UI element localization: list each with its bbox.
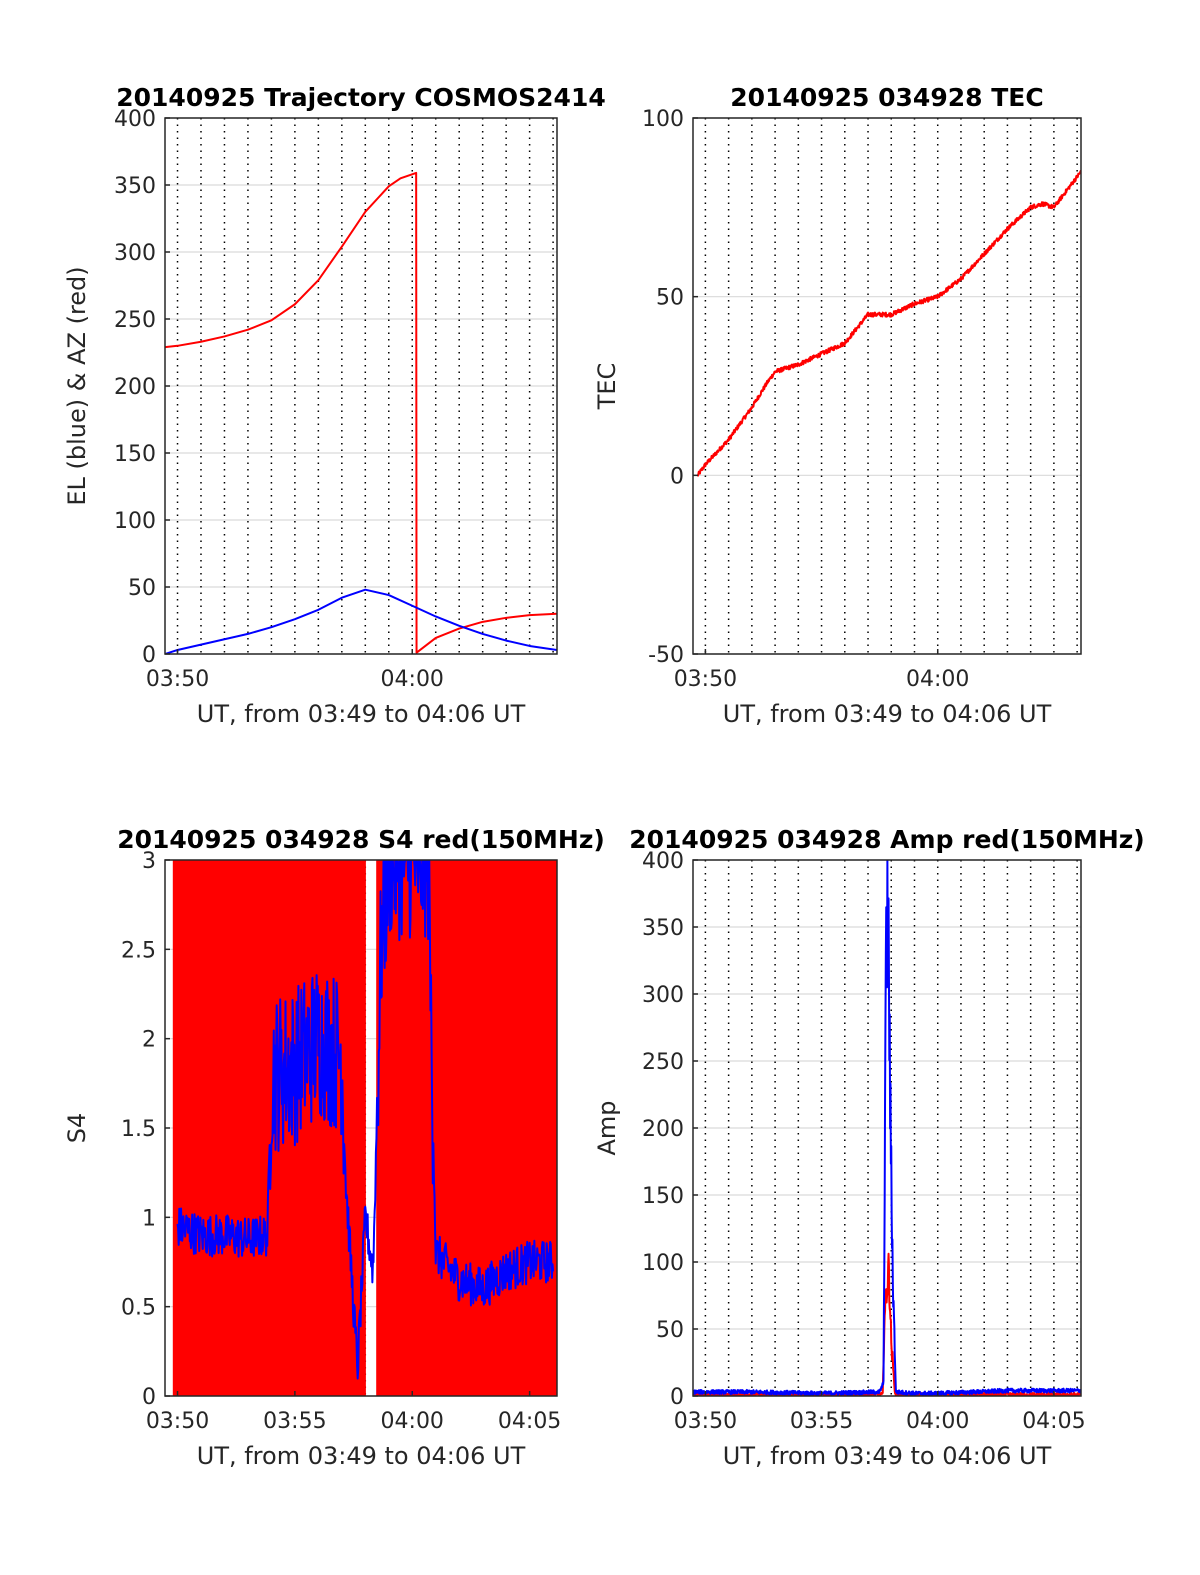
x-axis-label: UT, from 03:49 to 04:06 UT	[723, 700, 1052, 728]
x-tick-label: 03:50	[146, 667, 209, 692]
chart-panel-3: 0 0.5 1 1.5 2 2.5 3 03:50 03:55 04:00 04:05 2014092…	[63, 825, 605, 1470]
x-tick-label: 03:55	[263, 1409, 326, 1434]
x-axis-label: UT, from 03:49 to 04:06 UT	[197, 700, 526, 728]
x-tick-label: 03:55	[790, 1409, 853, 1434]
y-tick-label: 50	[656, 1318, 684, 1343]
y-tick-label: 100	[642, 107, 684, 132]
y-tick-label: 300	[642, 983, 684, 1008]
y-tick-label: 0	[670, 464, 684, 489]
x-tick-label: 04:05	[1022, 1409, 1085, 1434]
series-line-1	[696, 170, 1081, 477]
axes-box	[692, 117, 1082, 655]
x-tick-label: 03:50	[674, 1409, 737, 1434]
chart-title: 20140925 034928 TEC	[730, 83, 1043, 112]
y-tick-label: -50	[648, 643, 684, 668]
series-line-1	[693, 1252, 1081, 1396]
y-tick-label: 1.5	[121, 1117, 156, 1142]
y-tick-label: 200	[114, 375, 156, 400]
x-tick-label: 04:05	[498, 1409, 561, 1434]
x-tick-label: 04:00	[906, 1409, 969, 1434]
x-tick-label: 04:00	[381, 667, 444, 692]
x-tick-label: 04:00	[906, 667, 969, 692]
y-tick-label: 2.5	[121, 938, 156, 963]
series-line-1	[165, 171, 557, 654]
series-line-2	[165, 588, 557, 654]
y-tick-label: 250	[642, 1050, 684, 1075]
y-axis-label: S4	[63, 1113, 91, 1144]
chart-panel-1: 0 50 100 150 200 250 300 350 400 03:50 04:00 201409…	[63, 83, 606, 728]
x-tick-label: 03:50	[674, 667, 737, 692]
y-tick-label: 400	[114, 107, 156, 132]
y-tick-label: 100	[114, 509, 156, 534]
y-axis-label: EL (blue) & AZ (red)	[63, 266, 91, 505]
y-tick-label: 50	[656, 286, 684, 311]
y-tick-label: 400	[642, 849, 684, 874]
plot-content	[696, 170, 1081, 477]
y-tick-label: 250	[114, 308, 156, 333]
y-tick-label: 0	[142, 643, 156, 668]
y-tick-label: 300	[114, 241, 156, 266]
chart-panel-2: -50 0 50 100 03:50 04:00 20140925 034928 TEC UT…	[593, 83, 1082, 728]
y-axis-label: Amp	[593, 1100, 621, 1155]
y-tick-label: 0.5	[121, 1296, 156, 1321]
chart-title: 20140925 034928 Amp red(150MHz)	[629, 825, 1145, 854]
y-tick-label: 3	[142, 849, 156, 874]
y-tick-label: 150	[114, 442, 156, 467]
y-tick-label: 350	[642, 916, 684, 941]
y-tick-label: 2	[142, 1028, 156, 1053]
x-tick-label: 03:50	[146, 1409, 209, 1434]
y-axis-label: TEC	[593, 363, 621, 411]
x-axis-label: UT, from 03:49 to 04:06 UT	[723, 1442, 1052, 1470]
y-tick-label: 200	[642, 1117, 684, 1142]
y-tick-label: 1	[142, 1206, 156, 1231]
plot-area	[693, 118, 1081, 654]
series-line-2	[693, 860, 1081, 1396]
x-axis-label: UT, from 03:49 to 04:06 UT	[197, 1442, 526, 1470]
y-tick-label: 100	[642, 1251, 684, 1276]
y-tick-label: 0	[142, 1385, 156, 1410]
chart-panel-4: 0 50 100 150 200 250 300 350 400 03:50 03:55 04:00 0…	[593, 825, 1145, 1470]
red-fill-series	[376, 860, 557, 1396]
y-tick-label: 150	[642, 1184, 684, 1209]
plot-content	[172, 860, 557, 1396]
y-tick-label: 350	[114, 174, 156, 199]
y-tick-label: 0	[670, 1385, 684, 1410]
y-tick-label: 50	[128, 576, 156, 601]
x-tick-label: 04:00	[381, 1409, 444, 1434]
chart-title: 20140925 Trajectory COSMOS2414	[116, 83, 606, 112]
plot-content	[165, 171, 557, 654]
plot-content	[693, 860, 1081, 1396]
series-line-1	[176, 860, 555, 1380]
chart-title: 20140925 034928 S4 red(150MHz)	[117, 825, 605, 854]
